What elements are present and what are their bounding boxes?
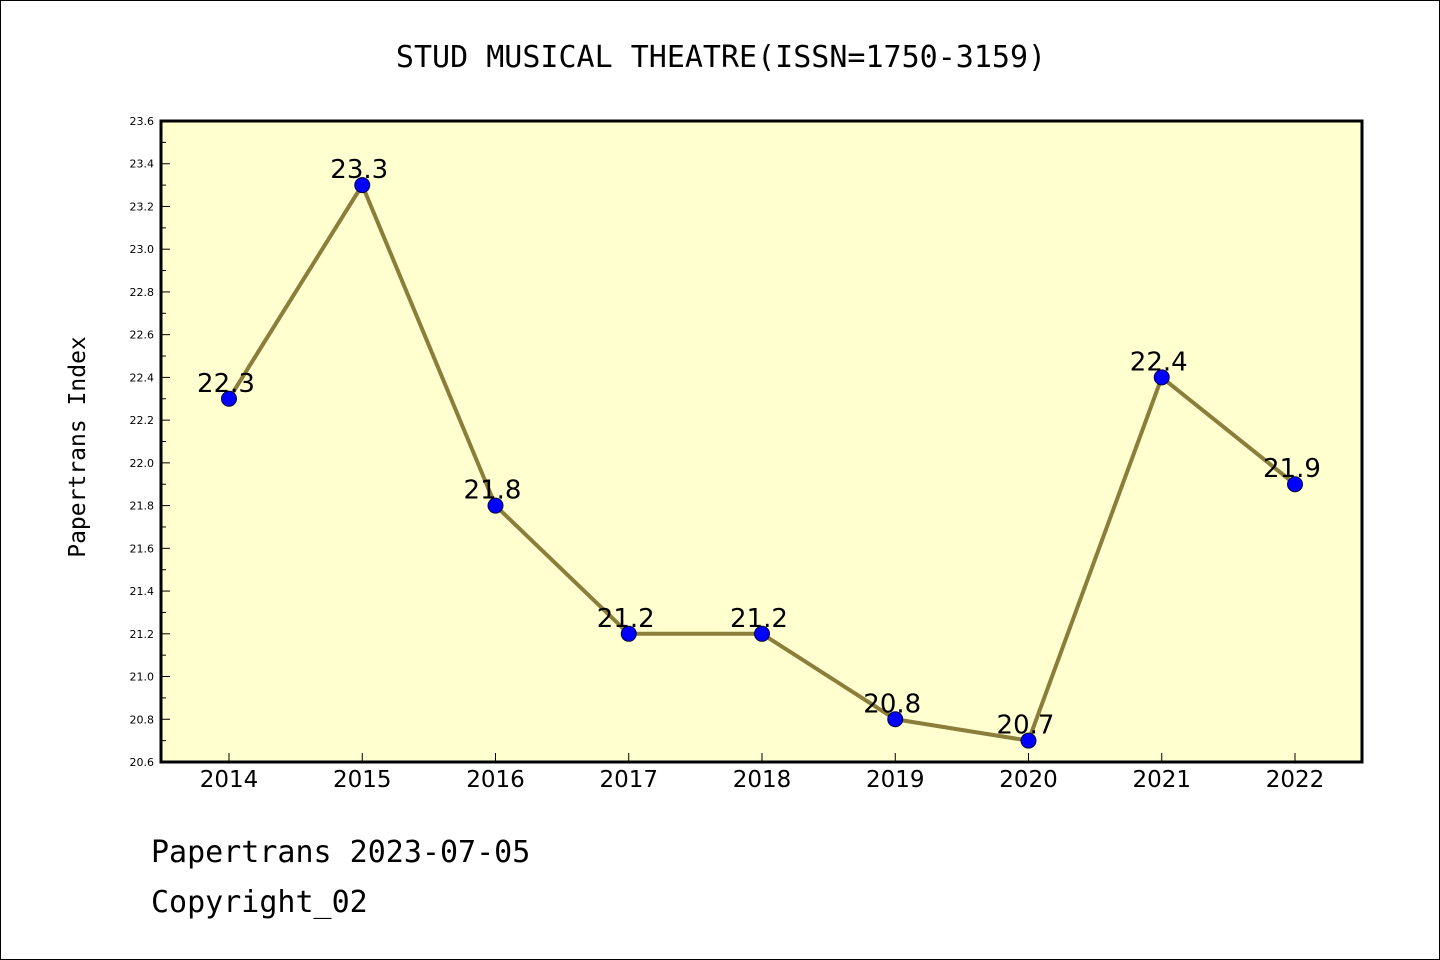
data-point <box>754 625 770 642</box>
x-tick-label: 2016 <box>466 767 525 793</box>
data-value-label: 20.8 <box>863 689 921 719</box>
data-value-label: 23.3 <box>330 155 388 185</box>
data-point <box>487 497 504 514</box>
y-tick-label: 20.8 <box>130 713 155 726</box>
y-tick-label: 21.4 <box>130 585 155 598</box>
x-axis-ticks: 2014 2015 2016 2017 2018 2019 2020 2021 2022 <box>200 753 1325 793</box>
y-tick-label: 22.8 <box>130 286 155 299</box>
data-point <box>354 177 371 194</box>
x-tick-label: 2021 <box>1132 767 1191 793</box>
data-value-label: 22.4 <box>1130 347 1188 377</box>
data-point <box>221 390 237 407</box>
data-value-label: 21.8 <box>464 476 522 506</box>
y-axis-label: Papertrans Index <box>65 336 91 558</box>
plot-area <box>159 119 1364 764</box>
y-tick-label: 22.0 <box>130 457 155 470</box>
y-tick-label: 23.2 <box>130 200 155 213</box>
data-value-label: 20.7 <box>997 711 1055 741</box>
y-tick-label: 22.6 <box>130 329 155 342</box>
footer-date-line: Papertrans 2023-07-05 <box>151 835 531 870</box>
y-axis-ticks: 20.6 20.8 21.0 21.2 21.4 21.6 21.8 22.0 22.2 22.4… <box>130 115 170 769</box>
data-point <box>620 625 637 642</box>
y-tick-label: 23.0 <box>130 243 155 256</box>
x-tick-label: 2018 <box>733 767 792 793</box>
y-tick-label: 22.4 <box>130 371 155 384</box>
y-tick-label: 21.6 <box>130 542 155 555</box>
footer-copyright: Copyright_02 <box>151 885 368 920</box>
data-labels: 22.3 23.3 21.8 21.2 21.2 20.8 20.7 22.4 21.9 <box>197 155 1321 741</box>
y-tick-label: 21.8 <box>130 500 155 513</box>
x-tick-label: 2015 <box>333 767 392 793</box>
data-point <box>1153 369 1170 386</box>
y-tick-label: 23.4 <box>130 158 155 171</box>
data-markers <box>221 177 1303 749</box>
x-tick-label: 2020 <box>999 767 1058 793</box>
data-value-label: 21.2 <box>730 604 788 634</box>
x-tick-label: 2017 <box>599 767 658 793</box>
y-tick-label: 21.2 <box>130 628 155 641</box>
x-tick-label: 2019 <box>866 767 925 793</box>
y-tick-label: 22.2 <box>130 414 155 427</box>
data-value-label: 21.9 <box>1263 454 1321 484</box>
x-tick-label: 2014 <box>200 767 259 793</box>
y-tick-label: 20.6 <box>130 756 155 769</box>
x-tick-label: 2022 <box>1266 767 1325 793</box>
data-value-label: 21.2 <box>597 604 655 634</box>
y-tick-label: 21.0 <box>130 671 155 684</box>
data-point <box>887 711 904 728</box>
data-point <box>1287 476 1303 493</box>
chart-title: STUD MUSICAL THEATRE(ISSN=1750-3159) <box>396 40 1046 75</box>
data-point <box>1020 732 1037 749</box>
y-tick-label: 23.6 <box>130 115 155 128</box>
data-value-label: 22.3 <box>197 369 255 399</box>
